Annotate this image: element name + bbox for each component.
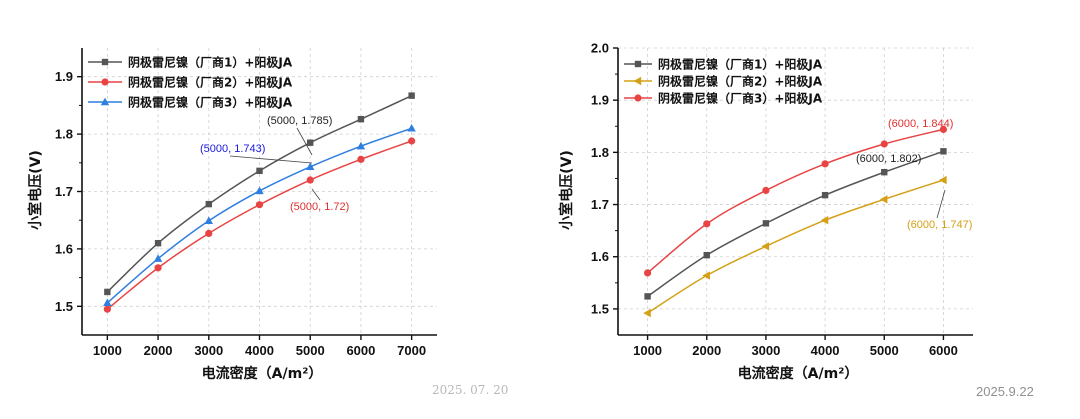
data-point-chart2-s1-p4 [821,191,829,199]
data-point-chart1-s3-p2 [153,254,163,262]
legend-label-3: 阴极雷尼镍（厂商3）+阳极JA [128,95,293,110]
x-tick-label-4: 4000 [245,343,274,358]
y-tick-label-4: 1.8 [55,127,73,142]
data-point-chart1-s2-p5 [306,176,314,184]
x-tick-label-3: 3000 [751,343,780,358]
left-date-stamp: 2025. 07. 20 [432,383,509,397]
data-point-chart1-s3-p3 [204,216,213,224]
data-point-chart2-s3-p6 [939,125,948,134]
annotation-2: (5000, 1.743) [200,143,265,155]
x-axis-label: 电流密度（A/m²） [738,365,859,382]
legend-label-1: 阴极雷尼镍（厂商1）+阳极JA [658,57,823,72]
legend-chart-1: 阴极雷尼镍（厂商1）+阳极JA 阴极雷尼镍（厂商2）+阳极JA 阴极雷尼镍（厂商3）… [88,55,293,110]
data-point-chart1-s2-p3 [205,229,213,238]
annotation-3: (5000, 1.72) [290,201,349,213]
annotation-3: (6000, 1.747) [907,219,972,231]
data-point-chart1-s3-p7 [407,123,416,132]
data-point-chart2-s2-p1 [643,308,651,318]
y-tick-label-5: 1.9 [591,93,609,108]
series-line-chart2-1 [647,150,944,298]
annotation-1: (5000, 1.785) [267,115,332,127]
x-tick-label-5: 5000 [870,343,899,358]
y-tick-label-6: 2.0 [591,41,609,56]
x-axis-label: 电流密度（A/m²） [202,365,323,382]
x-tick-label-7: 7000 [397,343,426,358]
y-tick-label-2: 1.6 [55,241,73,256]
annotation-pointer-3 [311,188,321,201]
data-point-chart2-s3-p3 [762,186,770,195]
data-point-chart1-s2-p4 [255,201,264,209]
data-point-chart1-s2-p6 [357,155,365,163]
data-point-chart2-s3-p5 [880,140,888,148]
data-point-chart1-s2-p100 [101,78,109,86]
data-point-chart1-s3-p5 [306,162,315,171]
data-point-chart1-s1-p2 [154,239,162,247]
data-point-chart2-s1-p1 [644,293,651,300]
data-point-chart1-s2-p2 [154,264,162,272]
x-tick-label-3: 3000 [194,343,223,358]
data-point-chart1-s2-p7 [408,137,416,145]
annotation-pointer-1 [296,127,313,156]
data-point-chart1-s3-p100 [100,97,110,106]
data-point-chart1-s3-p4 [255,186,264,195]
x-tick-label-1: 1000 [93,343,122,358]
x-tick-label-1: 1000 [633,343,662,358]
data-point-chart2-s2-p3 [761,242,770,251]
series-line-chart2-2 [647,179,944,314]
x-tick-label-4: 4000 [811,343,840,358]
series-line-chart2-3 [647,128,944,274]
data-point-chart2-s1-p2 [703,251,710,259]
x-tick-label-6: 6000 [346,343,375,358]
data-point-chart1-s1-p6 [357,115,365,123]
y-tick-label-3: 1.7 [591,197,609,212]
y-axis-label: 小室电压(V) [558,150,575,230]
data-point-chart1-s1-p1 [104,288,111,296]
y-tick-label-3: 1.7 [55,184,73,199]
data-point-chart2-s1-p3 [762,220,770,227]
legend-label-3: 阴极雷尼镍（厂商3）+阳极JA [658,91,823,106]
data-point-chart2-s1-p6 [940,148,947,155]
data-point-chart1-s3-p1 [103,298,112,307]
chart-1: 1000 2000 3000 4000 5000 6000 7000 1.5 1.6 1.7 1.8… [27,48,437,382]
y-tick-label-1: 1.5 [591,301,609,316]
y-tick-label-1: 1.5 [55,299,73,314]
data-point-chart2-s1-p5 [881,168,888,176]
data-point-chart1-s1-p3 [205,200,212,208]
x-tick-label-5: 5000 [296,343,325,358]
legend-label-2: 阴极雷尼镍（厂商2）+阳极JA [128,75,293,90]
y-axis-label: 小室电压(V) [27,150,44,230]
data-point-chart2-s3-p2 [703,220,711,228]
data-point-chart2-s2-p2 [702,271,710,280]
data-point-chart1-s1-p7 [408,92,415,99]
data-point-chart2-s3-p100 [634,94,642,102]
data-point-chart2-s3-p1 [643,269,652,277]
x-tick-label-6: 6000 [929,343,958,358]
data-point-chart2-s2-p5 [879,195,888,204]
legend-chart-2: 阴极雷尼镍（厂商1）+阳极JA 阴极雷尼镍（厂商2）+阳极JA 阴极雷尼镍（厂商3）… [624,57,823,106]
annotation-2: (6000, 1.802) [856,153,921,165]
data-point-chart1-s1-p5 [307,139,314,146]
data-point-chart1-s1-p4 [256,167,263,175]
chart-2: 1000 2000 3000 4000 5000 6000 1.5 1.6 1.7 1.8 1.9 2… [558,41,973,382]
annotation-pointer-3 [936,189,946,219]
data-point-chart1-s1-p100 [101,58,109,66]
y-tick-label-4: 1.8 [591,145,609,160]
y-tick-label-2: 1.6 [591,249,609,264]
data-point-chart2-s1-p100 [634,60,642,68]
annotation-pointer-2 [229,155,313,164]
legend-label-1: 阴极雷尼镍（厂商1）+阳极JA [128,55,293,70]
data-point-chart2-s3-p4 [821,160,829,168]
data-point-chart1-s3-p6 [356,141,366,150]
x-tick-label-2: 2000 [144,343,173,358]
legend-label-2: 阴极雷尼镍（厂商2）+阳极JA [658,74,823,89]
annotation-1: (6000, 1.844) [888,118,953,130]
data-point-chart2-s2-p4 [820,216,829,225]
y-tick-label-5: 1.9 [55,69,73,84]
data-point-chart2-s2-p100 [633,76,642,86]
right-date-stamp: 2025.9.22 [976,384,1034,399]
data-point-chart2-s2-p6 [939,175,947,185]
data-point-chart1-s2-p1 [103,305,111,313]
x-tick-label-2: 2000 [692,343,721,358]
